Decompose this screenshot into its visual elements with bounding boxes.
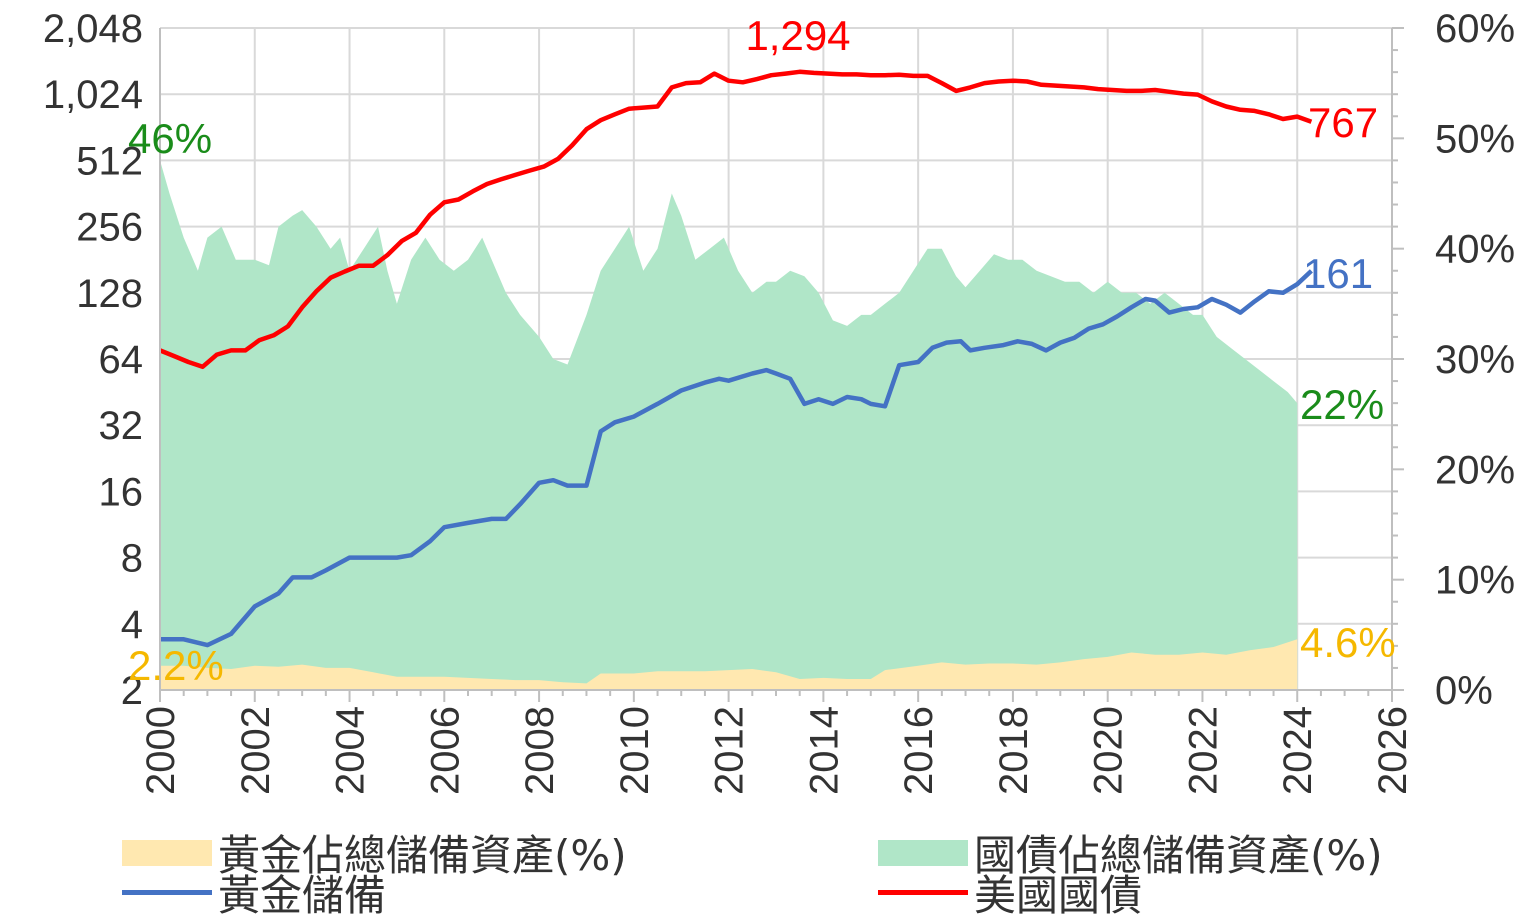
legend-item-gold-share: 黃金佔總儲備資產(%) (122, 822, 627, 883)
y-left-tick-label: 8 (121, 537, 143, 581)
x-tick-label: 2020 (1087, 706, 1131, 795)
annotation-us-treasury-peak: 1,294 (745, 12, 850, 59)
y-left-tick-label: 16 (99, 470, 144, 514)
area-gold-share (160, 639, 1298, 690)
area-treasury-share (160, 160, 1298, 690)
legend-label-treasury-share: 國債佔總儲備資產(%) (974, 831, 1383, 880)
y-left-tick-label: 2 (121, 669, 143, 713)
y-left-tick-label: 128 (76, 272, 143, 316)
legend-item-gold-reserve: 黃金儲備 (122, 862, 386, 923)
line-us-treasury (159, 69, 1313, 370)
area-series (160, 160, 1298, 690)
x-tick-label: 2016 (897, 706, 941, 795)
x-tick-label: 2012 (708, 706, 752, 795)
annotation-gold-reserve-latest: 161 (1303, 250, 1373, 297)
x-tick-label: 2000 (139, 706, 183, 795)
x-tick-label: 2018 (992, 706, 1036, 795)
annotation-us-treasury-latest: 767 (1308, 99, 1378, 146)
legend-label-gold-reserve: 黃金儲備 (218, 871, 387, 920)
annotation-treasury-share-start: 46% (128, 115, 212, 162)
x-tick-label: 2024 (1276, 706, 1320, 795)
legend-item-treasury-share: 國債佔總儲備資產(%) (878, 822, 1383, 883)
x-tick-label: 2006 (423, 706, 467, 795)
line-gold-reserve (160, 269, 1313, 648)
y-right-tick-label: 50% (1435, 117, 1515, 161)
y-left-tick-label: 512 (76, 139, 143, 183)
line-series (159, 69, 1313, 648)
x-tick-label: 2014 (802, 706, 846, 795)
legend-swatch-gold-share (122, 839, 212, 866)
annotation-treasury-share-latest: 22% (1300, 381, 1384, 428)
legend-label-gold-share: 黃金佔總儲備資產(%) (218, 831, 627, 880)
legend-swatch-treasury-share (878, 839, 968, 866)
annotation-gold-share-latest: 4.6% (1300, 619, 1396, 666)
x-tick-label: 2008 (518, 706, 562, 795)
legend-item-us-treasury: 美國國債 (878, 862, 1142, 923)
y-left-tick-label: 256 (76, 206, 143, 250)
y-right-tick-label: 0% (1435, 669, 1493, 713)
legend-swatch-gold-reserve (122, 890, 212, 895)
legend-label-us-treasury: 美國國債 (974, 871, 1143, 920)
y-right-tick-label: 30% (1435, 338, 1515, 382)
y-left-tick-label: 2,048 (43, 7, 143, 51)
x-tick-label: 2004 (329, 706, 373, 795)
y-left-tick-label: 64 (99, 338, 144, 382)
y-right-tick-label: 40% (1435, 228, 1515, 272)
y-left-tick-label: 32 (99, 404, 144, 448)
x-tick-label: 2026 (1371, 706, 1415, 795)
x-tick-label: 2022 (1181, 706, 1225, 795)
y-left-tick-label: 4 (121, 603, 143, 647)
legend-swatch-us-treasury (878, 890, 968, 895)
annotation-gold-share-start: 2.2% (128, 642, 224, 689)
y-left-tick-label: 1,024 (43, 73, 143, 117)
y-right-tick-label: 20% (1435, 448, 1515, 492)
x-tick-label: 2010 (613, 706, 657, 795)
y-right-tick-label: 10% (1435, 559, 1515, 603)
axes: 2 4 8 16 32 64 128 256 512 1,024 2,048 0% 10% 20% 30% 4… (43, 7, 1515, 795)
x-tick-label: 2002 (234, 706, 278, 795)
y-right-tick-label: 60% (1435, 7, 1515, 51)
